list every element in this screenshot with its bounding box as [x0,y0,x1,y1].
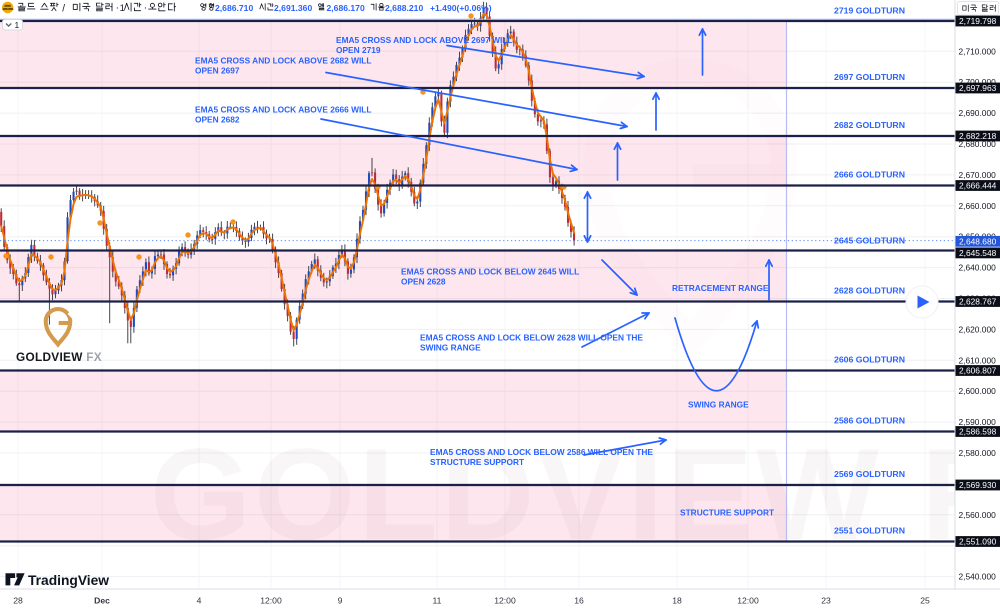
svg-text:EMA5 CROSS AND LOCK ABOVE 2666: EMA5 CROSS AND LOCK ABOVE 2666 WILL [195,105,371,115]
svg-text:STRUCTURE SUPPORT: STRUCTURE SUPPORT [680,508,774,518]
svg-text:OPEN 2719: OPEN 2719 [336,45,381,55]
svg-text:2697 GOLDTURN: 2697 GOLDTURN [834,72,905,82]
svg-text:2551 GOLDTURN: 2551 GOLDTURN [834,526,905,536]
svg-text:SWING RANGE: SWING RANGE [688,400,749,410]
svg-text:2,540.000: 2,540.000 [959,572,997,582]
svg-text:2,620.000: 2,620.000 [959,324,997,334]
svg-text:2,560.000: 2,560.000 [959,510,997,520]
svg-text:2,682.218: 2,682.218 [959,131,997,141]
svg-text:18: 18 [672,596,682,606]
svg-text:2,686.170: 2,686.170 [327,3,365,13]
svg-text:2569 GOLDTURN: 2569 GOLDTURN [834,469,905,479]
svg-text:2,710.000: 2,710.000 [959,46,997,56]
svg-text:2,670.000: 2,670.000 [959,170,997,180]
svg-text:SWING RANGE: SWING RANGE [420,343,481,353]
svg-text:2,660.000: 2,660.000 [959,201,997,211]
svg-text:2,569.930: 2,569.930 [959,480,997,490]
svg-text:2586 GOLDTURN: 2586 GOLDTURN [834,416,905,426]
svg-text:1: 1 [120,3,125,14]
svg-text:2719 GOLDTURN: 2719 GOLDTURN [834,6,905,16]
svg-text:STRUCTURE SUPPORT: STRUCTURE SUPPORT [430,457,524,467]
svg-text:2,580.000: 2,580.000 [959,448,997,458]
svg-text:2,690.000: 2,690.000 [959,108,997,118]
svg-text:12:00: 12:00 [737,596,759,606]
svg-text:+1.490(+0.06%): +1.490(+0.06%) [430,3,492,13]
svg-text:OPEN 2697: OPEN 2697 [195,66,240,76]
svg-text:2,606.807: 2,606.807 [959,366,997,376]
svg-text:2645 GOLDTURN: 2645 GOLDTURN [834,236,905,246]
svg-text:2,648.680: 2,648.680 [959,236,997,246]
svg-text:16: 16 [574,596,584,606]
svg-text:2,551.090: 2,551.090 [959,537,997,547]
svg-text:GOLDVIEW FX: GOLDVIEW FX [16,350,102,364]
svg-text:OPEN 2682: OPEN 2682 [195,115,240,125]
svg-text:28: 28 [13,596,23,606]
svg-text:2,666.444: 2,666.444 [959,181,997,191]
svg-text:4: 4 [197,596,202,606]
svg-text:12:00: 12:00 [260,596,282,606]
svg-text:·: · [144,3,147,14]
svg-text:2,719.798: 2,719.798 [959,16,997,26]
svg-text:2628 GOLDTURN: 2628 GOLDTURN [834,286,905,296]
svg-text:RETRACEMENT RANGE: RETRACEMENT RANGE [672,283,769,293]
svg-text:2,640.000: 2,640.000 [959,263,997,273]
svg-text:EMA5 CROSS AND LOCK ABOVE 2697: EMA5 CROSS AND LOCK ABOVE 2697 WILL [336,35,512,45]
svg-text:2682 GOLDTURN: 2682 GOLDTURN [834,120,905,130]
svg-text:2,610.000: 2,610.000 [959,355,997,365]
svg-text:EMA5 CROSS AND LOCK BELOW 2645: EMA5 CROSS AND LOCK BELOW 2645 WILL [401,267,579,277]
svg-text:2,691.360: 2,691.360 [274,3,312,13]
svg-text:2,645.548: 2,645.548 [959,248,997,258]
svg-text:Dec: Dec [94,596,110,606]
svg-text:2666 GOLDTURN: 2666 GOLDTURN [834,170,905,180]
svg-text:25: 25 [920,596,930,606]
svg-text:OPEN 2628: OPEN 2628 [401,277,446,287]
svg-text:2,688.210: 2,688.210 [385,3,423,13]
svg-text:2606 GOLDTURN: 2606 GOLDTURN [834,355,905,365]
svg-text:·: · [116,3,119,14]
svg-text:EMA5 CROSS AND LOCK BELOW 2586: EMA5 CROSS AND LOCK BELOW 2586 WILL OPEN… [430,447,653,457]
svg-text:2,590.000: 2,590.000 [959,417,997,427]
svg-text:12:00: 12:00 [494,596,516,606]
svg-text:2,586.598: 2,586.598 [959,427,997,437]
svg-text:23: 23 [821,596,831,606]
svg-text:11: 11 [433,596,442,606]
svg-text:/: / [62,3,65,14]
svg-text:2,686.710: 2,686.710 [215,3,253,13]
svg-text:2,628.767: 2,628.767 [959,297,997,307]
svg-text:1: 1 [15,20,20,30]
svg-text:2,600.000: 2,600.000 [959,386,997,396]
svg-text:9: 9 [338,596,343,606]
svg-text:EMA5 CROSS AND LOCK ABOVE 2682: EMA5 CROSS AND LOCK ABOVE 2682 WILL [195,56,371,66]
svg-text:EMA5 CROSS AND LOCK BELOW 2628: EMA5 CROSS AND LOCK BELOW 2628 WILL OPEN… [420,333,643,343]
svg-text:2,697.963: 2,697.963 [959,83,997,93]
svg-text:TradingView: TradingView [28,573,109,588]
